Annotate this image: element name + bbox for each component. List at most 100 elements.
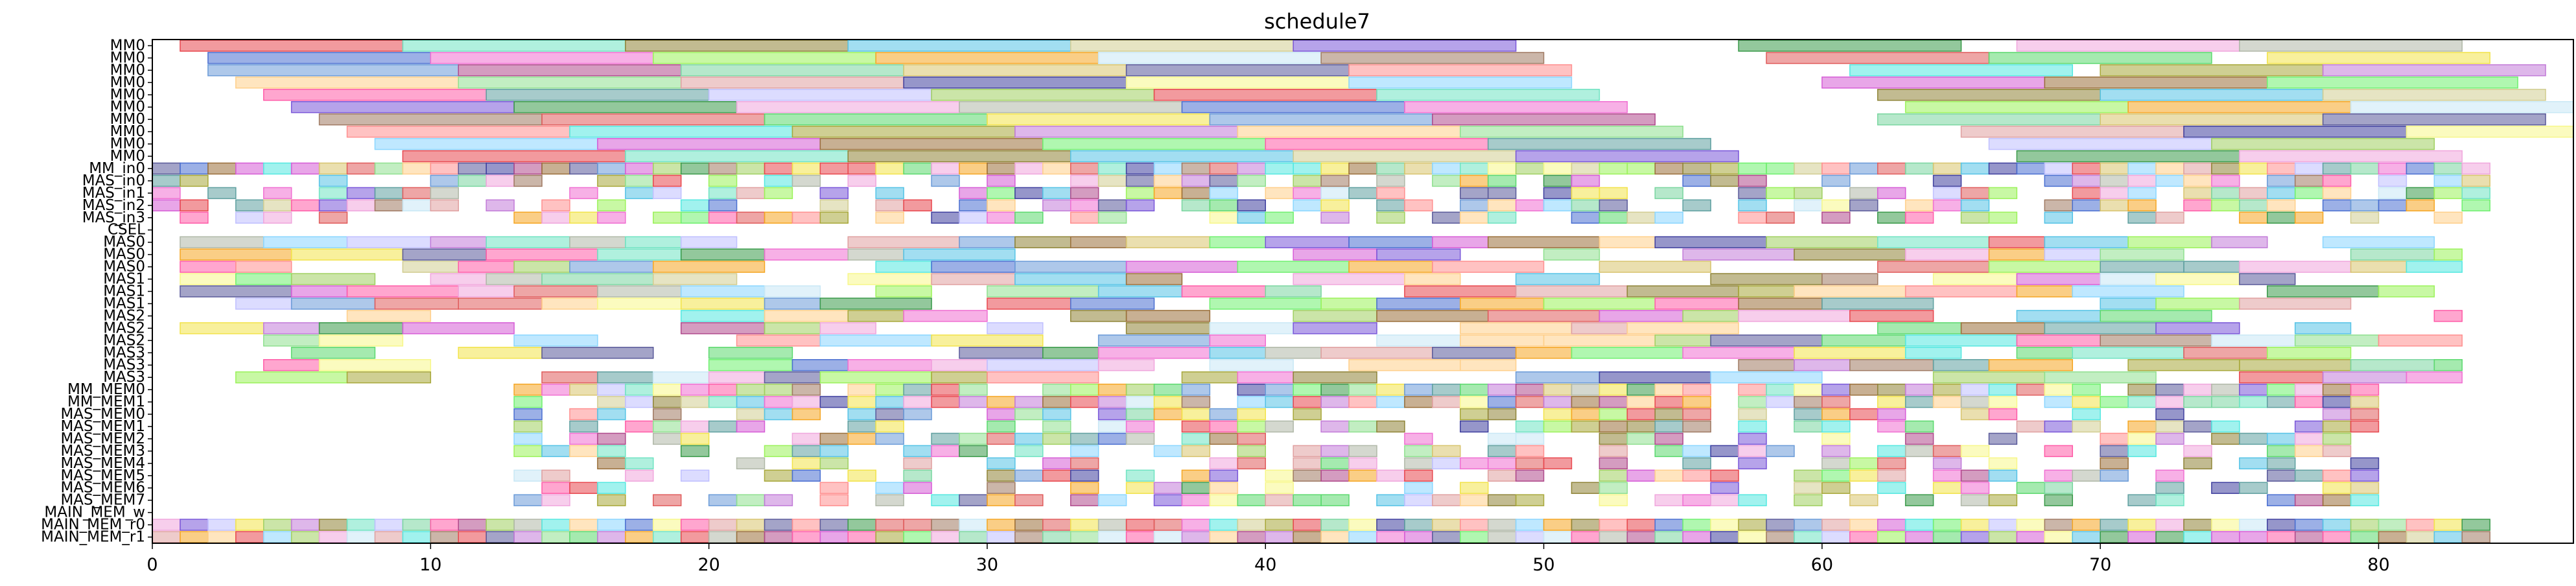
x-tick-label: 10	[419, 555, 441, 575]
task-bar	[1237, 395, 1266, 408]
task-bar	[1293, 322, 1377, 334]
task-bar	[875, 383, 904, 396]
y-tick-label: MAS_in2	[82, 197, 145, 214]
task-bar	[1181, 395, 1211, 408]
task-bar	[2183, 347, 2268, 359]
task-bar	[1153, 395, 1183, 408]
task-bar	[1738, 174, 1767, 187]
task-bar	[569, 236, 626, 248]
task-bar	[1877, 457, 1906, 470]
task-bar	[1209, 494, 1239, 506]
task-bar	[1904, 248, 1990, 261]
task-bar	[2350, 261, 2407, 273]
task-bar	[875, 261, 932, 273]
task-bar	[625, 236, 682, 248]
task-bar	[486, 519, 515, 531]
task-bar	[318, 174, 348, 187]
task-bar	[1070, 199, 1099, 212]
task-bar	[1376, 174, 1405, 187]
x-tick-label: 80	[2367, 555, 2389, 575]
task-bar	[1766, 531, 1795, 543]
task-bar	[1960, 211, 1990, 224]
task-bar	[2044, 383, 2073, 396]
task-bar	[1960, 469, 1990, 482]
task-bar	[1849, 187, 1879, 200]
task-bar	[1293, 248, 1377, 261]
task-bar	[791, 174, 821, 187]
task-bar	[569, 519, 598, 531]
task-bar	[180, 248, 292, 261]
task-bar	[513, 519, 543, 531]
task-bar	[513, 408, 543, 421]
task-bar	[875, 420, 904, 433]
task-bar	[1125, 187, 1155, 200]
task-bar	[2322, 174, 2352, 187]
task-bar	[290, 531, 320, 543]
task-bar	[1626, 469, 1656, 482]
task-bar	[1626, 211, 1656, 224]
task-bar	[903, 445, 932, 458]
task-bar	[235, 531, 264, 543]
task-bar	[959, 445, 988, 458]
task-bar	[290, 298, 376, 310]
y-tick-label: MM0	[110, 74, 145, 91]
task-bar	[875, 52, 1099, 64]
task-bar	[1487, 494, 1517, 506]
task-bar	[541, 519, 570, 531]
task-bar	[2322, 408, 2352, 421]
task-bar	[1042, 531, 1071, 543]
y-tick-label: MAS3	[103, 357, 145, 373]
task-bar	[1125, 531, 1155, 543]
task-bar	[708, 395, 738, 408]
task-bar	[1014, 261, 1127, 273]
task-bar	[1821, 162, 1851, 175]
task-bar	[513, 531, 543, 543]
task-bar	[486, 199, 515, 212]
task-bar	[290, 199, 320, 212]
task-bar	[1376, 334, 1461, 347]
task-bar	[1320, 469, 1350, 482]
task-bar	[2155, 408, 2184, 421]
task-bar	[180, 322, 264, 334]
task-bar	[847, 174, 876, 187]
task-bar	[1738, 298, 1823, 310]
task-bar	[1097, 347, 1211, 359]
task-bar	[1598, 310, 1683, 322]
task-bar	[541, 347, 654, 359]
task-bar	[2267, 457, 2296, 470]
task-bar	[736, 494, 766, 506]
task-bar	[1376, 248, 1461, 261]
task-bar	[2461, 187, 2490, 200]
task-bar	[625, 162, 654, 175]
task-bar	[1014, 395, 1044, 408]
task-bar	[207, 64, 459, 76]
task-bar	[1070, 395, 1099, 408]
task-bar	[1070, 187, 1099, 200]
task-bar	[318, 211, 348, 224]
task-bar	[1904, 101, 2129, 113]
task-bar	[1376, 420, 1405, 433]
task-bar	[318, 162, 348, 175]
task-bar	[1598, 482, 1628, 494]
task-bar	[2072, 469, 2101, 482]
task-bar	[875, 199, 904, 212]
task-bar	[2239, 40, 2463, 52]
task-bar	[1181, 482, 1211, 494]
task-bar	[1209, 236, 1266, 248]
task-bar	[1487, 457, 1517, 470]
task-bar	[653, 211, 682, 224]
task-bar	[1320, 395, 1350, 408]
task-bar	[2016, 273, 2101, 285]
task-bar	[346, 187, 376, 200]
task-bar	[374, 187, 404, 200]
task-bar	[1988, 457, 2018, 470]
task-bar	[708, 494, 738, 506]
task-bar	[1181, 285, 1266, 298]
y-tick-label: MAS_MEM5	[60, 467, 145, 484]
task-bar	[1849, 358, 1934, 371]
task-bar	[1821, 420, 1851, 433]
task-bar	[2239, 150, 2463, 163]
task-bar	[903, 383, 932, 396]
task-bar	[1070, 531, 1099, 543]
